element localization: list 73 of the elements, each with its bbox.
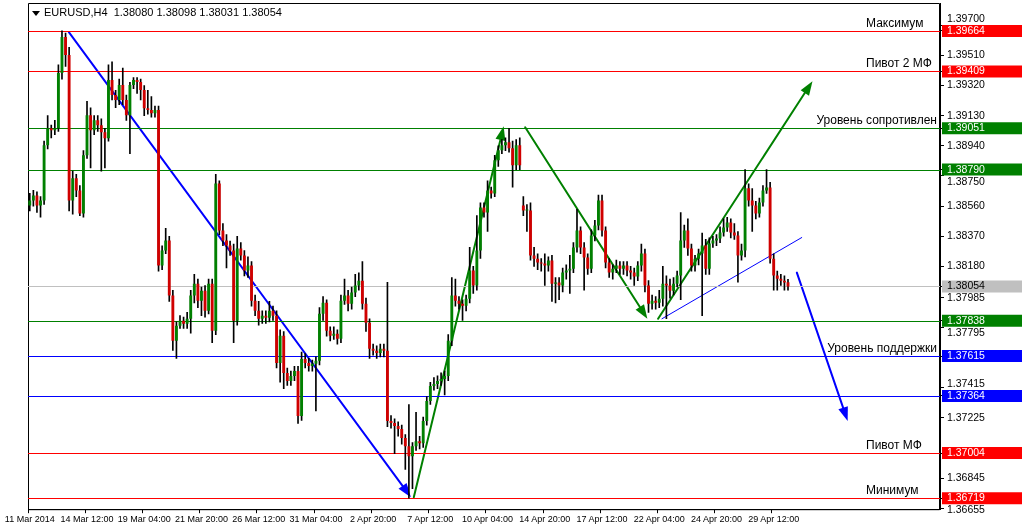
x-tick-label: 24 Apr 20:00 xyxy=(690,514,742,525)
x-tick-label: 14 Apr 20:00 xyxy=(519,514,571,525)
candlestick xyxy=(650,294,654,310)
candlestick xyxy=(554,277,557,304)
x-tick-label: 19 Mar 04:00 xyxy=(117,514,171,525)
ref-line-label: Пивот 2 МФ xyxy=(866,56,932,71)
x-tick-label: 14 Mar 12:00 xyxy=(60,514,114,525)
candlestick xyxy=(99,118,103,172)
chart-title: EURUSD,H4 1.38080 1.38098 1.38031 1.38054 xyxy=(44,6,282,19)
candlestick xyxy=(543,253,547,286)
x-tick-label: 17 Apr 12:00 xyxy=(576,514,628,525)
y-tick-label: 1.37364 xyxy=(947,388,986,401)
y-tick-label: 1.36655 xyxy=(947,503,986,516)
y-tick-label: 1.39320 xyxy=(947,78,986,91)
x-tick-label: 2 Apr 20:00 xyxy=(350,514,397,525)
y-tick-label: 1.39510 xyxy=(947,48,986,61)
y-tick-label: 1.38790 xyxy=(947,162,986,175)
candlestick xyxy=(393,418,397,454)
y-tick-label: 1.37004 xyxy=(947,445,986,458)
candlestick xyxy=(489,186,493,199)
y-tick-label: 1.36719 xyxy=(947,491,986,504)
candlestick xyxy=(750,188,754,232)
x-tick-label: 11 Mar 2014 xyxy=(4,514,55,525)
x-tick-label: 29 Apr 12:00 xyxy=(748,514,800,525)
candlestick xyxy=(622,261,625,275)
y-tick-label: 1.37838 xyxy=(947,313,986,326)
x-tick-label: 31 Mar 04:00 xyxy=(289,514,343,525)
candlestick xyxy=(386,281,389,428)
y-tick-label: 1.39664 xyxy=(947,23,986,36)
candlestick xyxy=(157,105,160,272)
candlestick xyxy=(782,275,786,291)
candlestick xyxy=(375,345,379,359)
y-tick-label: 1.38054 xyxy=(947,279,986,292)
candlestick xyxy=(632,267,636,286)
candlestick xyxy=(332,326,336,340)
y-tick-label: 1.39130 xyxy=(947,108,986,121)
x-tick-label: 21 Mar 20:00 xyxy=(174,514,228,525)
y-tick-label: 1.37985 xyxy=(947,291,986,304)
candlestick xyxy=(436,375,439,389)
ref-line-label: Уровень поддержки xyxy=(827,341,938,356)
candlestick xyxy=(618,261,622,275)
y-tick-label: 1.37615 xyxy=(947,348,986,361)
candlestick xyxy=(700,232,704,316)
candlestick xyxy=(461,299,464,321)
y-tick-label: 1.36845 xyxy=(947,471,986,484)
candlestick xyxy=(504,137,507,151)
candlestick xyxy=(182,316,186,329)
y-tick-label: 1.37795 xyxy=(947,325,986,338)
ref-line-label: Минимум xyxy=(866,483,919,498)
candlestick xyxy=(146,89,150,115)
ref-line-label: Уровень сопротивлен xyxy=(816,113,938,128)
candlestick xyxy=(525,204,529,232)
y-tick-label: 1.39700 xyxy=(947,11,986,24)
y-tick-label: 1.38750 xyxy=(947,174,986,187)
y-tick-label: 1.39409 xyxy=(947,64,986,77)
y-tick-label: 1.37415 xyxy=(947,376,986,389)
y-tick-label: 1.38370 xyxy=(947,229,986,242)
y-tick-label: 1.38940 xyxy=(947,138,986,151)
candlestick xyxy=(200,286,203,316)
y-tick-label: 1.37225 xyxy=(947,410,986,423)
x-tick-label: 7 Apr 12:00 xyxy=(407,514,454,525)
y-tick-label: 1.39051 xyxy=(947,121,986,134)
y-tick-label: 1.38560 xyxy=(947,199,986,212)
candlestick xyxy=(264,310,268,324)
candlestick xyxy=(407,404,411,499)
x-tick-label: 10 Apr 04:00 xyxy=(462,514,514,525)
x-tick-label: 22 Apr 04:00 xyxy=(633,514,685,525)
candlestick xyxy=(486,180,490,232)
y-tick-label: 1.38180 xyxy=(947,259,986,272)
ref-line-label: Максимум xyxy=(866,15,924,30)
ref-line-label: Пивот МФ xyxy=(866,438,922,453)
candlestick xyxy=(557,277,561,301)
x-tick-label: 26 Mar 12:00 xyxy=(232,514,286,525)
